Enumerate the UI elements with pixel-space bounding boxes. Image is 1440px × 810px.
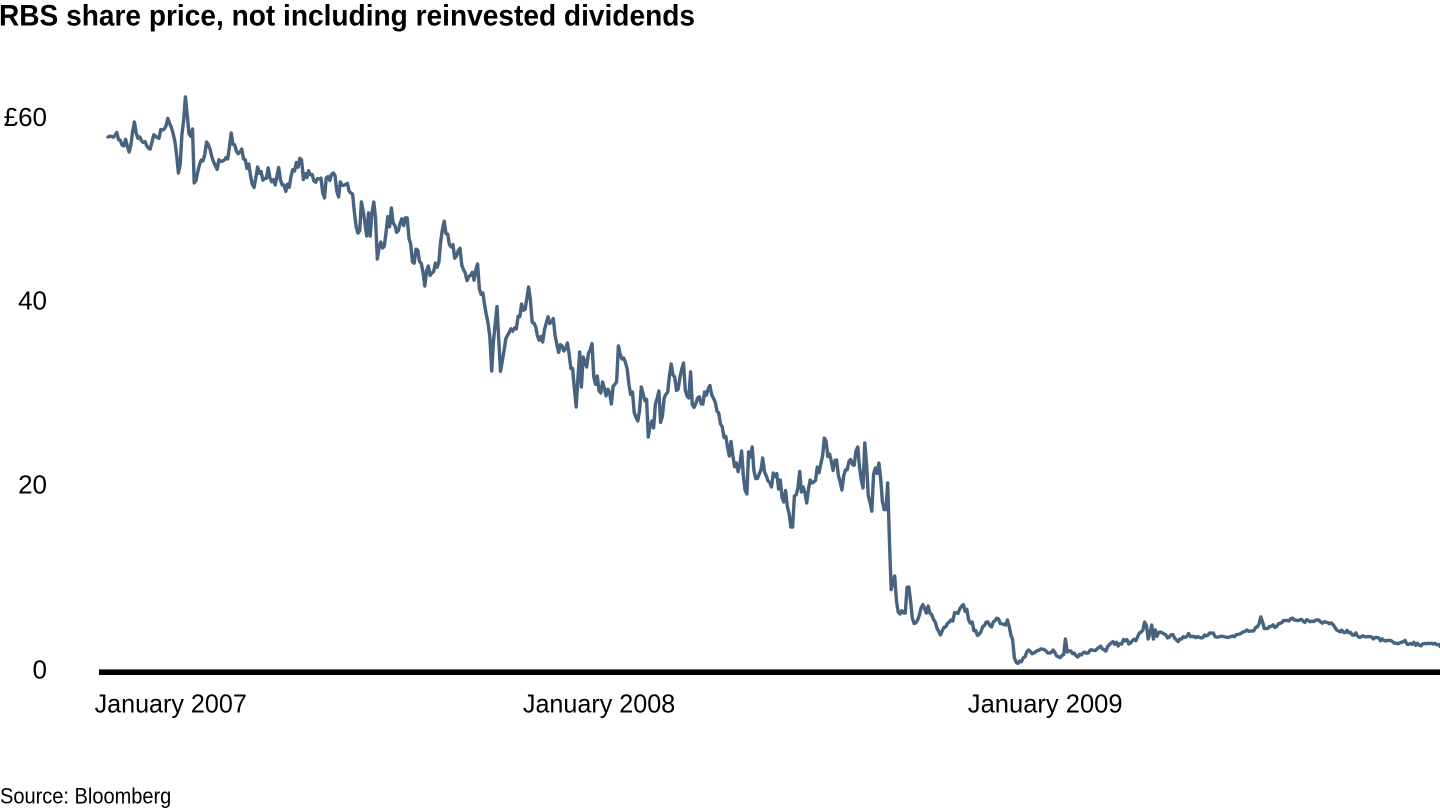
- svg-text:40: 40: [18, 286, 47, 316]
- svg-text:January 2007: January 2007: [95, 688, 247, 718]
- svg-text:0: 0: [33, 654, 47, 684]
- svg-text:January 2008: January 2008: [523, 688, 675, 718]
- svg-text:£60: £60: [4, 102, 47, 132]
- svg-text:RBS share price, not including: RBS share price, not including reinveste…: [0, 0, 695, 33]
- svg-text:January 2009: January 2009: [968, 688, 1123, 718]
- svg-text:20: 20: [18, 470, 47, 500]
- svg-text:Source: Bloomberg: Source: Bloomberg: [0, 783, 171, 808]
